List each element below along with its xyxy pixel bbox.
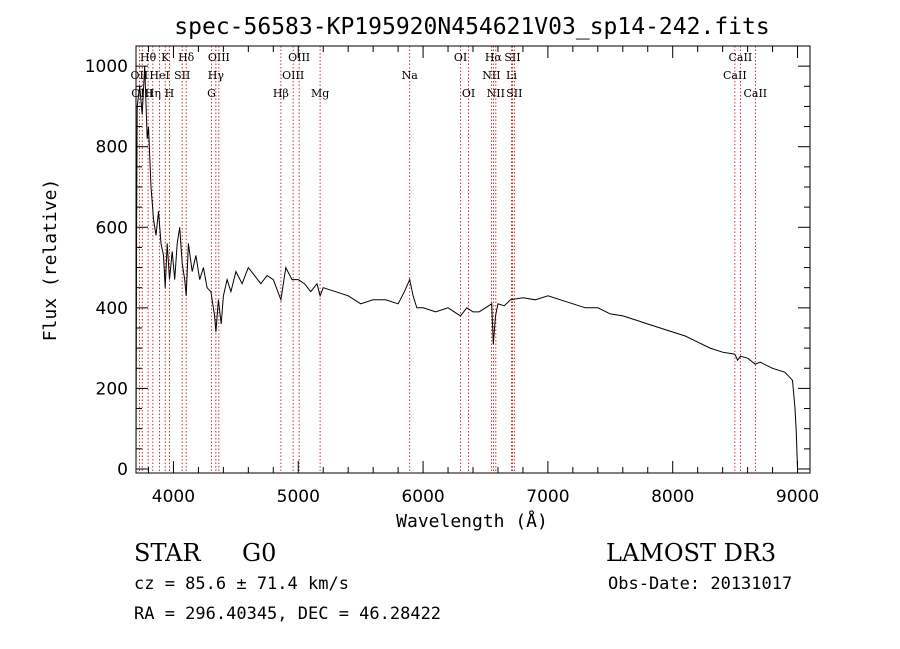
line-label: Hθ bbox=[140, 51, 157, 64]
line-label: NII bbox=[487, 87, 505, 100]
line-label: Li bbox=[506, 69, 517, 82]
line-label: CaII bbox=[723, 69, 747, 82]
obs-date: Obs-Date: 20131017 bbox=[608, 574, 793, 594]
line-label: OIII bbox=[282, 69, 304, 82]
x-tick-label: 8000 bbox=[651, 487, 694, 507]
line-label: SII bbox=[506, 87, 522, 100]
y-axis-label: Flux (relative) bbox=[40, 179, 61, 342]
y-tick-label: 600 bbox=[96, 218, 128, 238]
plot-frame bbox=[135, 45, 811, 474]
spectrum-series-line bbox=[135, 66, 798, 470]
chart-title: spec-56583-KP195920N454621V03_sp14-242.f… bbox=[174, 14, 769, 40]
line-label: OI bbox=[462, 87, 475, 100]
x-axis-ticks: 4000 5000 6000 7000 8000 9000 bbox=[147, 46, 819, 507]
x-tick-label: 9000 bbox=[776, 487, 819, 507]
x-tick-label: 4000 bbox=[152, 487, 195, 507]
line-label: Mg bbox=[311, 87, 329, 100]
line-label: Hα bbox=[485, 51, 503, 64]
velocity-text: cz = 85.6 ± 71.4 km/s bbox=[134, 574, 349, 594]
x-axis-label: Wavelength (Å) bbox=[396, 510, 548, 532]
x-tick-label: 6000 bbox=[401, 487, 444, 507]
line-label: OIII bbox=[131, 87, 153, 100]
line-label: Hη bbox=[145, 87, 161, 100]
line-label: CaII bbox=[729, 51, 753, 64]
line-label: K bbox=[161, 51, 170, 64]
y-tick-label: 800 bbox=[96, 138, 128, 158]
line-label: Na bbox=[402, 69, 419, 82]
y-tick-label: 0 bbox=[117, 460, 128, 480]
emission-line-markers bbox=[138, 46, 756, 473]
y-tick-label: 200 bbox=[96, 379, 128, 399]
line-label: OI bbox=[454, 51, 467, 64]
line-label: SII bbox=[174, 69, 190, 82]
line-label: OIII bbox=[208, 51, 230, 64]
line-label: G bbox=[207, 87, 216, 100]
x-tick-label: 5000 bbox=[277, 487, 320, 507]
line-label: HeI bbox=[149, 69, 169, 82]
line-label: Hδ bbox=[178, 51, 195, 64]
line-label: Hβ bbox=[273, 87, 289, 100]
line-label: CaII bbox=[743, 87, 767, 100]
object-subclass: G0 bbox=[242, 539, 277, 567]
emission-line-labels: HθOIIOIIIHηHeIKHSIIHδGOIIIHγHβOIIIOIIIMg… bbox=[131, 51, 768, 100]
line-label: Hγ bbox=[208, 69, 225, 82]
coordinates: RA = 296.40345, DEC = 46.28422 bbox=[134, 604, 442, 624]
y-tick-label: 1000 bbox=[85, 57, 128, 77]
survey-name: LAMOST DR3 bbox=[606, 539, 777, 567]
line-label: SII bbox=[504, 51, 520, 64]
y-tick-label: 400 bbox=[96, 299, 128, 319]
line-label: H bbox=[165, 87, 175, 100]
line-label: NII bbox=[482, 69, 500, 82]
line-label: OIII bbox=[288, 51, 310, 64]
object-type: STAR bbox=[134, 539, 201, 567]
y-axis-ticks: 0 200 400 600 800 1000 bbox=[85, 57, 810, 480]
x-tick-label: 7000 bbox=[526, 487, 569, 507]
